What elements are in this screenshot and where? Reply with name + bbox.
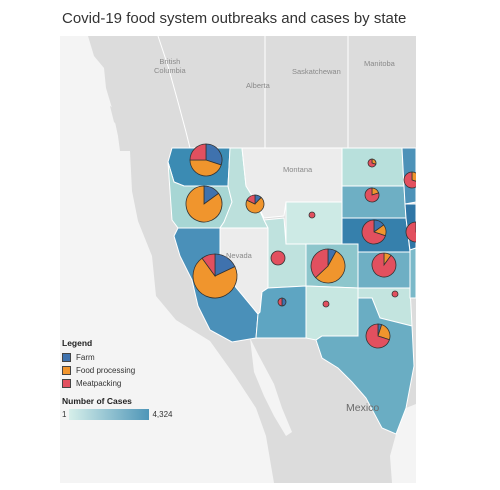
pies-layer	[185, 143, 416, 349]
legend-label: Farm	[76, 353, 95, 362]
pie-slice[interactable]	[361, 219, 386, 245]
legend-item-food-processing[interactable]: Food processing	[62, 364, 192, 377]
map-canvas[interactable]	[60, 36, 416, 483]
label-nevada: Nevada	[226, 251, 252, 260]
label-alberta: Alberta	[246, 81, 270, 90]
pie-kansas[interactable]	[371, 252, 397, 278]
pie-oklahoma[interactable]	[391, 290, 399, 298]
pie-slice[interactable]	[246, 194, 256, 205]
pie-slice[interactable]	[205, 143, 223, 166]
pie-slice[interactable]	[315, 250, 346, 284]
legend-swatch-farm	[62, 353, 71, 362]
legend-item-meatpacking[interactable]: Meatpacking	[62, 377, 192, 390]
pie-idaho[interactable]	[245, 194, 265, 214]
pie-slice[interactable]	[322, 300, 330, 308]
pie-washington[interactable]	[189, 143, 223, 177]
cases-scale: 1 4,324	[62, 409, 192, 420]
cases-scale-min: 1	[62, 410, 67, 419]
label-mexico: Mexico	[346, 402, 380, 414]
pie-slice[interactable]	[245, 196, 265, 214]
legend-swatch-food-processing	[62, 366, 71, 375]
legend-label: Food processing	[76, 366, 136, 375]
legend-title: Legend	[62, 338, 93, 348]
state-new-mexico[interactable]	[305, 285, 359, 341]
pie-minnesota[interactable]	[403, 171, 416, 189]
pie-slice[interactable]	[192, 257, 238, 299]
cases-gradient	[69, 409, 150, 420]
pie-wyoming[interactable]	[308, 211, 316, 219]
vancouver-island	[110, 106, 132, 134]
pie-slice[interactable]	[185, 185, 223, 223]
state-missouri[interactable]	[409, 247, 416, 299]
pie-slice[interactable]	[308, 211, 316, 219]
label-saskatchewan: Saskatchewan	[292, 67, 341, 76]
pie-slice[interactable]	[367, 158, 377, 168]
cases-scale-title: Number of Cases	[62, 396, 132, 406]
pie-new-mexico[interactable]	[322, 300, 330, 308]
pie-slice[interactable]	[371, 252, 397, 278]
map-view[interactable]: British Columbia Alberta Saskatchewan Ma…	[60, 36, 416, 483]
state-wyoming[interactable]	[285, 201, 343, 245]
pie-slice[interactable]	[201, 253, 216, 278]
pie-north-dakota[interactable]	[367, 158, 377, 168]
pie-slice[interactable]	[364, 187, 380, 203]
legend-swatch-meatpacking	[62, 379, 71, 388]
ocean-gulf-of-mexico	[390, 404, 416, 483]
pie-nebraska[interactable]	[361, 219, 387, 245]
legend-item-farm[interactable]: Farm	[62, 351, 192, 364]
pie-slice[interactable]	[403, 171, 416, 189]
label-manitoba: Manitoba	[364, 59, 395, 68]
pie-slice[interactable]	[270, 250, 286, 266]
pie-texas[interactable]	[365, 323, 391, 349]
pie-slice[interactable]	[365, 323, 390, 349]
border-bc-alberta	[157, 36, 191, 149]
pie-oregon[interactable]	[185, 185, 223, 223]
pie-slice[interactable]	[189, 143, 207, 161]
state-arizona[interactable]	[255, 285, 307, 339]
pie-slice[interactable]	[189, 159, 222, 177]
pie-iowa[interactable]	[405, 221, 416, 243]
pie-arizona[interactable]	[277, 297, 287, 307]
legend: Legend Farm Food processing Meatpacking …	[62, 338, 192, 420]
pie-utah[interactable]	[270, 250, 286, 266]
pie-slice[interactable]	[391, 290, 399, 298]
label-british-columbia: British Columbia	[154, 57, 186, 75]
page-title: Covid-19 food system outbreaks and cases…	[62, 10, 407, 27]
ocean-pacific	[60, 36, 274, 483]
pie-slice[interactable]	[277, 297, 283, 307]
label-montana: Montana	[283, 165, 313, 174]
cases-scale-max: 4,324	[152, 410, 173, 419]
pie-colorado[interactable]	[310, 248, 346, 284]
ocean-gulf-of-california	[250, 338, 292, 436]
pie-california[interactable]	[192, 253, 238, 299]
pie-south-dakota[interactable]	[364, 187, 380, 203]
pie-slice[interactable]	[310, 248, 329, 279]
pie-slice[interactable]	[405, 221, 416, 243]
legend-label: Meatpacking	[76, 379, 122, 388]
